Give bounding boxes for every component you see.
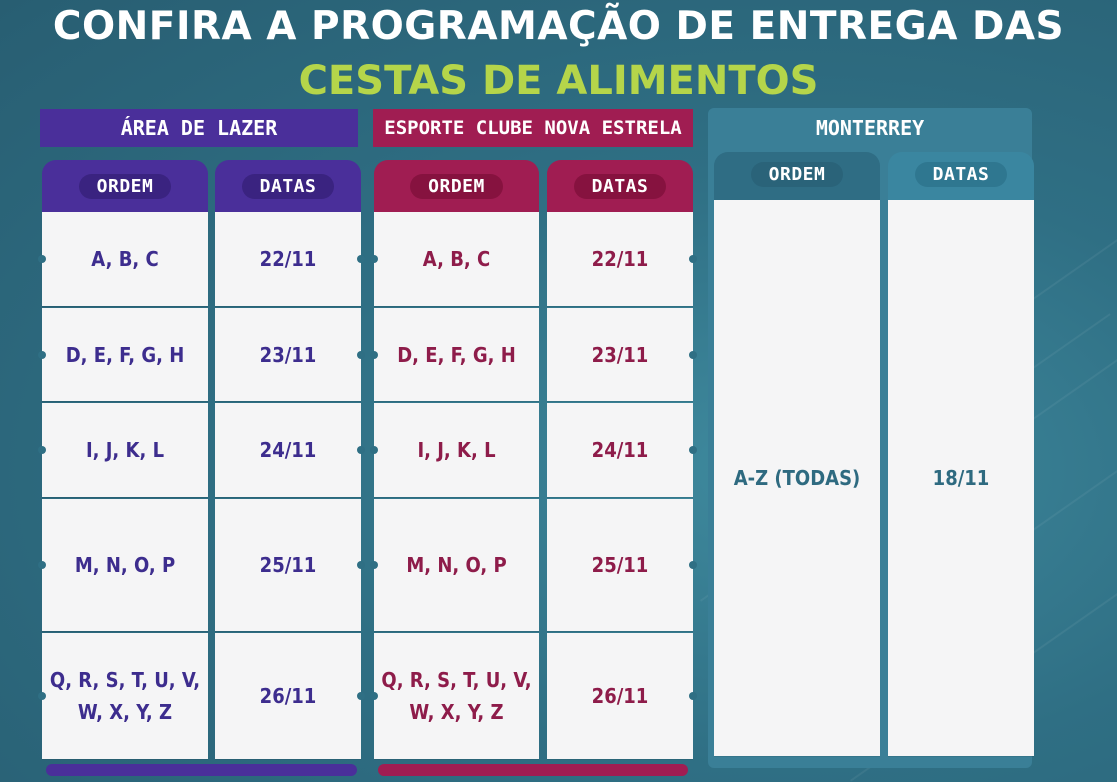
page-subtitle: CESTAS DE ALIMENTOS [298,58,819,104]
data-value: 24/11 [591,438,649,462]
section-name: ESPORTE CLUBE NOVA ESTRELA [384,117,682,139]
ticket-notch [370,350,378,359]
ticket-notch [38,446,46,454]
ticket-notch [370,255,378,263]
ticket-notch [689,255,697,263]
data-value: 23/11 [259,342,317,367]
data-value: 25/11 [259,553,317,577]
ordem-cell: I, J, K, L [374,403,539,497]
ticket-notch [689,692,697,700]
ordem-cell: Q, R, S, T, U, V, W, X, Y, Z [42,633,208,759]
section-footer-bar [378,764,688,776]
data-cell: 26/11 [547,633,693,759]
ticket-notch [357,350,365,359]
column-header-ordem: ORDEM [714,152,880,200]
ticket-notch [357,255,365,263]
section-header-area-de-lazer: ÁREA DE LAZER [40,109,358,147]
ordem-value: D, E, F, G, H [65,342,185,367]
ticket-notch [689,446,697,454]
datas-label: DATAS [241,174,335,199]
ordem-label: ORDEM [410,174,503,199]
data-cell: 24/11 [215,403,361,497]
data-cell: 22/11 [547,212,693,306]
data-cell: 22/11 [215,212,361,306]
ordem-cell: D, E, F, G, H [42,308,208,401]
ticket-notch [370,692,378,700]
data-cell: 24/11 [547,403,693,497]
datas-label: DATAS [914,162,1008,187]
monterrey-data-cell: 18/11 [888,200,1034,756]
column-header-ordem: ORDEM [42,160,208,212]
data-value: 18/11 [932,466,990,490]
ordem-value: I, J, K, L [417,438,496,462]
ordem-value: A, B, C [422,247,491,271]
data-cell: 23/11 [215,308,361,401]
data-cell: 26/11 [215,633,361,759]
data-value: 26/11 [591,684,649,708]
datas-label: DATAS [573,174,667,199]
ticket-notch [38,692,46,700]
data-value: 23/11 [591,342,649,367]
column-header-datas: DATAS [215,160,361,212]
ticket-notch [38,255,46,263]
section-name: MONTERREY [815,116,925,140]
ordem-value: M, N, O, P [74,553,176,577]
ordem-cell: A, B, C [42,212,208,306]
ordem-value: A, B, C [91,247,159,271]
section-footer-bar [46,764,357,776]
data-cell: 25/11 [547,499,693,631]
section-header-esporte-clube: ESPORTE CLUBE NOVA ESTRELA [373,109,693,147]
ordem-value: Q, R, S, T, U, V, W, X, Y, Z [49,668,201,724]
page-title: CONFIRA A PROGRAMAÇÃO DE ENTREGA DAS [52,4,1065,49]
ordem-cell: I, J, K, L [42,403,208,497]
ordem-value: A-Z (TODAS) [733,466,861,490]
data-cell: 23/11 [547,308,693,401]
column-header-datas: DATAS [547,160,693,212]
ticket-notch [357,561,365,569]
ticket-notch [370,446,378,454]
ordem-cell: M, N, O, P [374,499,539,631]
ordem-cell: D, E, F, G, H [374,308,539,401]
column-header-datas: DATAS [888,152,1034,200]
ordem-label: ORDEM [750,162,844,187]
ordem-value: Q, R, S, T, U, V, W, X, Y, Z [381,668,532,724]
background-line [1030,305,1117,422]
ordem-cell: M, N, O, P [42,499,208,631]
ordem-value: I, J, K, L [85,438,165,462]
ordem-label: ORDEM [78,174,172,199]
ticket-notch [38,561,46,569]
ordem-cell: Q, R, S, T, U, V, W, X, Y, Z [374,633,539,759]
data-value: 26/11 [259,684,317,708]
data-value: 22/11 [591,247,649,271]
ticket-notch [370,561,378,569]
data-value: 25/11 [591,553,649,577]
ticket-notch [689,350,697,359]
column-header-ordem: ORDEM [374,160,539,212]
monterrey-ordem-cell: A-Z (TODAS) [714,200,880,756]
data-value: 22/11 [259,247,317,271]
ticket-notch [357,446,365,454]
data-value: 24/11 [259,438,317,462]
ordem-value: M, N, O, P [406,553,507,577]
ordem-cell: A, B, C [374,212,539,306]
ticket-notch [689,561,697,569]
section-name: ÁREA DE LAZER [120,116,278,140]
ticket-notch [357,692,365,700]
ticket-notch [38,350,46,359]
data-cell: 25/11 [215,499,361,631]
ordem-value: D, E, F, G, H [397,342,516,367]
section-header-monterrey: MONTERREY [708,108,1032,148]
background-line [1030,185,1117,302]
